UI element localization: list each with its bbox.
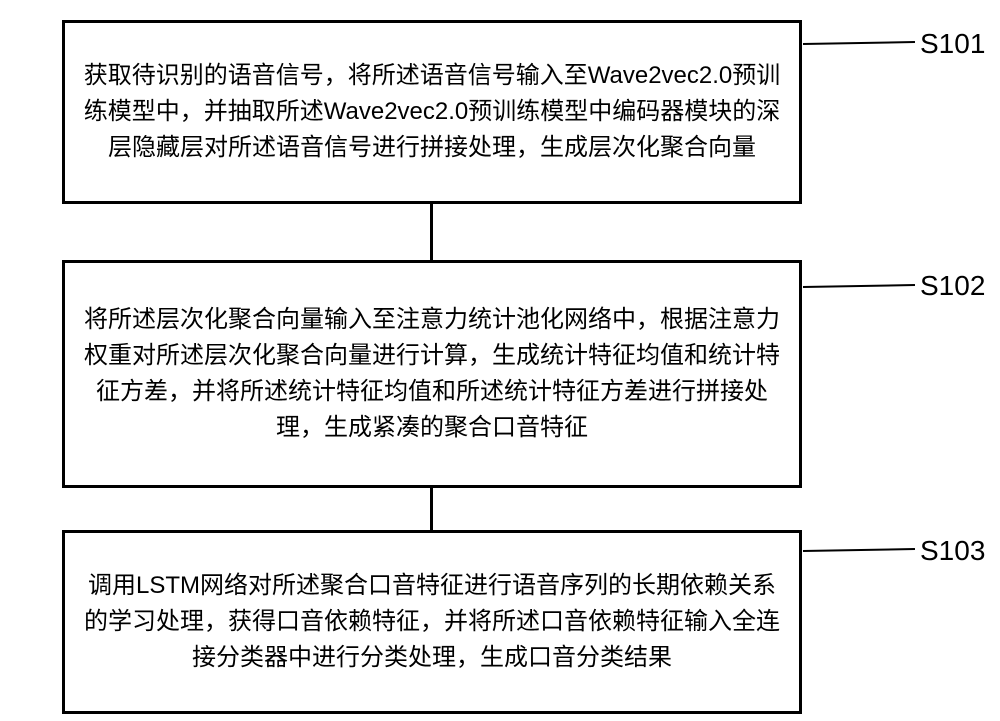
step-label-s102: S102 [920,270,985,302]
leader-line-s102 [803,284,915,288]
connector-s101-s102 [430,204,433,260]
box-text-s101: 获取待识别的语音信号，将所述语音信号输入至Wave2vec2.0预训练模型中，并… [83,58,781,166]
box-text-s102: 将所述层次化聚合向量输入至注意力统计池化网络中，根据注意力权重对所述层次化聚合向… [83,302,781,446]
flowchart-container: 获取待识别的语音信号，将所述语音信号输入至Wave2vec2.0预训练模型中，并… [0,0,1000,721]
flowchart-box-s103: 调用LSTM网络对所述聚合口音特征进行语音序列的长期依赖关系的学习处理，获得口音… [62,530,802,714]
flowchart-box-s102: 将所述层次化聚合向量输入至注意力统计池化网络中，根据注意力权重对所述层次化聚合向… [62,260,802,488]
step-label-s101: S101 [920,28,985,60]
leader-line-s103 [803,548,915,552]
connector-s102-s103 [430,488,433,530]
leader-line-s101 [803,41,915,45]
box-text-s103: 调用LSTM网络对所述聚合口音特征进行语音序列的长期依赖关系的学习处理，获得口音… [83,568,781,676]
flowchart-box-s101: 获取待识别的语音信号，将所述语音信号输入至Wave2vec2.0预训练模型中，并… [62,20,802,204]
step-label-s103: S103 [920,535,985,567]
